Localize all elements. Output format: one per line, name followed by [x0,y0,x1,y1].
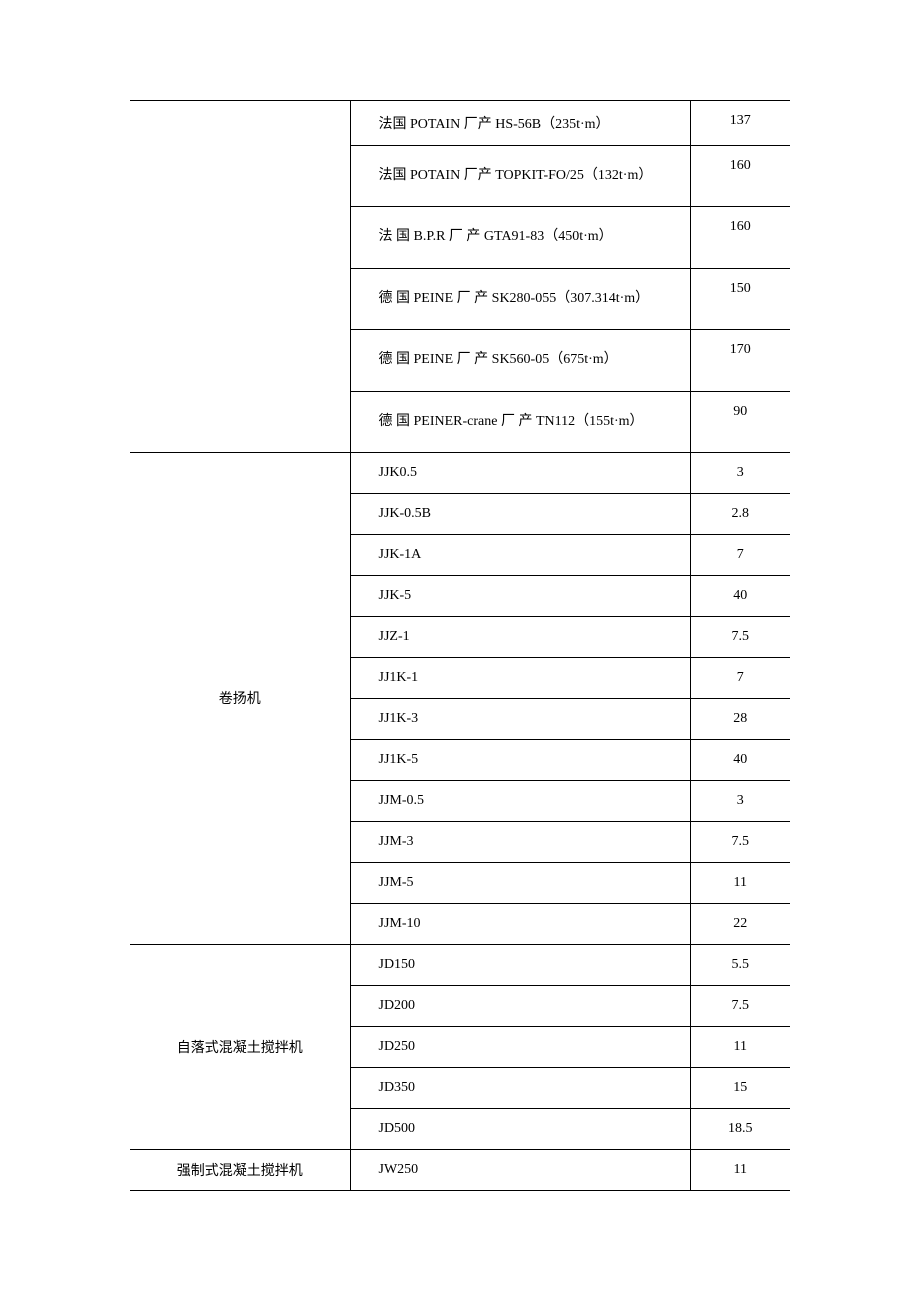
value-cell: 18.5 [690,1108,790,1149]
value-cell: 3 [690,452,790,493]
value-cell: 7 [690,534,790,575]
value-cell: 160 [690,207,790,268]
model-cell: JJK-5 [350,575,690,616]
model-cell: JJM-10 [350,903,690,944]
model-cell: JJK0.5 [350,452,690,493]
value-cell: 7 [690,657,790,698]
table-row: 卷扬机 JJK0.5 3 [130,452,790,493]
value-cell: 150 [690,268,790,329]
value-cell: 2.8 [690,493,790,534]
value-cell: 160 [690,146,790,207]
value-cell: 7.5 [690,985,790,1026]
value-cell: 22 [690,903,790,944]
category-cell: 强制式混凝土搅拌机 [130,1149,350,1190]
value-cell: 7.5 [690,821,790,862]
model-cell: 德 国 PEINER-crane 厂 产 TN112（155t·m） [350,391,690,452]
model-cell: JJK-0.5B [350,493,690,534]
model-cell: JJ1K-1 [350,657,690,698]
model-cell: JD500 [350,1108,690,1149]
table-row: 自落式混凝土搅拌机 JD150 5.5 [130,944,790,985]
model-cell: JJ1K-5 [350,739,690,780]
value-cell: 28 [690,698,790,739]
value-cell: 7.5 [690,616,790,657]
model-cell: JD250 [350,1026,690,1067]
model-cell: JJM-0.5 [350,780,690,821]
model-cell: 德 国 PEINE 厂 产 SK560-05（675t·m） [350,330,690,391]
equipment-table: 法国 POTAIN 厂产 HS-56B（235t·m） 137 法国 POTAI… [130,100,790,1191]
model-cell: 法国 POTAIN 厂产 TOPKIT-FO/25（132t·m） [350,146,690,207]
model-cell: JD150 [350,944,690,985]
value-cell: 11 [690,862,790,903]
model-cell: JD350 [350,1067,690,1108]
model-cell: 法 国 B.P.R 厂 产 GTA91-83（450t·m） [350,207,690,268]
value-cell: 3 [690,780,790,821]
model-cell: JW250 [350,1149,690,1190]
table-row: 法国 POTAIN 厂产 HS-56B（235t·m） 137 [130,101,790,146]
value-cell: 90 [690,391,790,452]
table-body: 法国 POTAIN 厂产 HS-56B（235t·m） 137 法国 POTAI… [130,101,790,1191]
model-cell: JD200 [350,985,690,1026]
model-cell: JJM-5 [350,862,690,903]
value-cell: 40 [690,739,790,780]
model-cell: JJK-1A [350,534,690,575]
category-cell: 自落式混凝土搅拌机 [130,944,350,1149]
value-cell: 11 [690,1026,790,1067]
category-cell [130,101,350,453]
model-cell: JJ1K-3 [350,698,690,739]
value-cell: 11 [690,1149,790,1190]
model-cell: JJZ-1 [350,616,690,657]
value-cell: 40 [690,575,790,616]
value-cell: 137 [690,101,790,146]
model-cell: 德 国 PEINE 厂 产 SK280-055（307.314t·m） [350,268,690,329]
category-cell: 卷扬机 [130,452,350,944]
value-cell: 15 [690,1067,790,1108]
value-cell: 170 [690,330,790,391]
model-cell: 法国 POTAIN 厂产 HS-56B（235t·m） [350,101,690,146]
value-cell: 5.5 [690,944,790,985]
table-row: 强制式混凝土搅拌机 JW250 11 [130,1149,790,1190]
model-cell: JJM-3 [350,821,690,862]
